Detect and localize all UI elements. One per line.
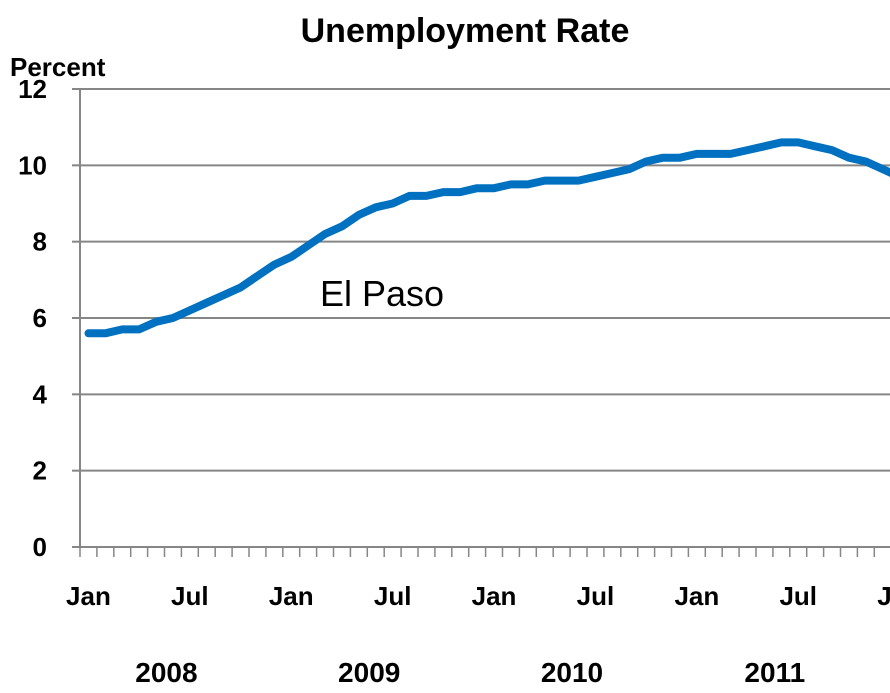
- y-tick-label: 12: [18, 74, 47, 104]
- y-tick-label: 6: [33, 303, 47, 333]
- x-tick-label: Jan: [877, 581, 890, 611]
- axes: [72, 89, 890, 557]
- y-tick-label: 2: [33, 456, 47, 486]
- series-annotation: El Paso: [320, 273, 444, 314]
- x-tick-label: Jul: [171, 581, 209, 611]
- y-tick-label: 8: [33, 227, 47, 257]
- x-tick-label: Jul: [779, 581, 817, 611]
- series-line-el-paso: [89, 142, 890, 333]
- year-label: 2009: [338, 657, 400, 688]
- x-tick-label: Jul: [577, 581, 615, 611]
- year-label: 2008: [135, 657, 197, 688]
- x-tick-label: Jul: [374, 581, 412, 611]
- y-tick-label: 4: [33, 379, 48, 409]
- x-tick-label: Jan: [674, 581, 719, 611]
- y-tick-label: 0: [33, 532, 47, 562]
- chart-title: Unemployment Rate: [301, 12, 630, 50]
- year-label: 2010: [541, 657, 603, 688]
- year-label: 2011: [744, 657, 805, 688]
- series-lines: [89, 142, 890, 333]
- x-tick-label: Jan: [269, 581, 314, 611]
- y-tick-label: 10: [18, 150, 47, 180]
- x-tick-label: Jan: [66, 581, 111, 611]
- x-tick-label: Jan: [472, 581, 517, 611]
